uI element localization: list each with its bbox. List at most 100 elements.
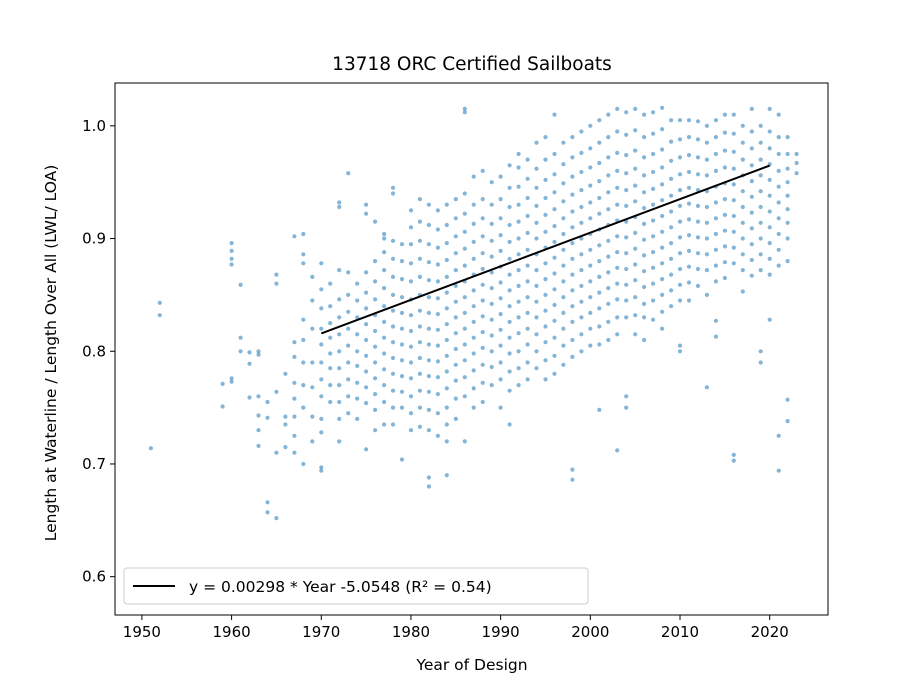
scatter-point [355,298,360,303]
scatter-point [713,247,719,252]
scatter-point [328,281,333,286]
scatter-point [480,298,485,303]
scatter-point [301,252,306,257]
scatter-point [390,371,396,376]
scatter-point [426,242,431,247]
scatter-point [453,283,458,288]
scatter-point [328,383,333,388]
scatter-point [713,334,719,339]
scatter-point [301,405,306,410]
scatter-point [642,221,647,226]
scatter-point [588,247,593,252]
scatter-point [552,318,557,323]
scatter-point [220,381,225,386]
scatter-point [444,290,449,295]
scatter-point [417,355,422,361]
scatter-point [749,129,754,134]
scatter-point [507,272,512,277]
scatter-point [498,174,503,179]
scatter-point [507,319,512,324]
scatter-point [669,118,674,123]
scatter-point [704,204,710,210]
scatter-point [704,140,710,145]
scatter-point [749,194,754,199]
scatter-point [731,452,736,457]
scatter-point [552,287,557,292]
scatter-point [552,112,557,117]
scatter-point [660,213,665,219]
scatter-point [480,168,485,173]
scatter-point [758,157,763,162]
y-tick-label: 0.9 [82,230,106,248]
scatter-point [776,231,781,237]
scatter-point [444,322,449,327]
scatter-point [292,433,297,438]
scatter-point [364,385,369,390]
scatter-point [364,447,369,452]
scatter-point [390,340,396,345]
scatter-point [633,262,638,267]
scatter-point [642,155,647,160]
scatter-point [157,313,162,318]
scatter-point [543,212,548,217]
scatter-point [579,315,584,320]
scatter-point [157,300,162,305]
scatter-point [597,179,602,184]
scatter-point [498,233,503,238]
scatter-point [408,279,414,284]
scatter-point [489,333,494,338]
scatter-point [686,280,692,285]
scatter-point [507,304,512,309]
scatter-point [265,510,270,515]
scatter-point [534,203,539,208]
scatter-point [704,252,710,257]
scatter-point [256,394,261,399]
scatter-point [570,354,575,359]
scatter-point [588,123,593,128]
scatter-point [265,500,270,505]
scatter-point [292,414,297,419]
scatter-point [516,349,521,354]
scatter-point [516,202,521,207]
scatter-point [722,112,728,117]
scatter-point [346,326,351,331]
scatter-point [776,112,781,117]
scatter-point [444,473,449,478]
x-tick-label: 1990 [482,623,520,641]
scatter-point [669,304,674,309]
scatter-point [597,259,602,264]
scatter-point [390,292,396,297]
scatter-point [704,236,710,241]
scatter-point [785,419,790,424]
scatter-point [426,484,431,489]
scatter-point [722,165,728,170]
scatter-point [435,392,440,397]
scatter-point [444,405,449,410]
scatter-point [364,337,369,343]
scatter-point [435,279,440,284]
scatter-point [516,299,521,304]
scatter-point [390,191,396,196]
scatter-point [740,252,745,257]
scatter-point [561,231,566,237]
scatter-point [677,172,683,177]
scatter-point [498,216,503,221]
scatter-point [328,351,333,356]
scatter-point [624,251,629,256]
scatter-point [283,414,288,419]
scatter-point [534,366,539,371]
scatter-point [579,188,584,193]
scatter-point [399,277,405,282]
scatter-point [534,332,539,337]
scatter-point [669,139,674,144]
scatter-point [319,468,324,473]
scatter-point [776,216,781,221]
scatter-point [651,186,656,191]
scatter-point [471,174,476,179]
scatter-point [382,286,387,291]
scatter-point [417,219,422,224]
scatter-point [552,335,557,340]
scatter-point [319,416,324,421]
scatter-point [462,191,467,196]
scatter-point [794,160,799,166]
